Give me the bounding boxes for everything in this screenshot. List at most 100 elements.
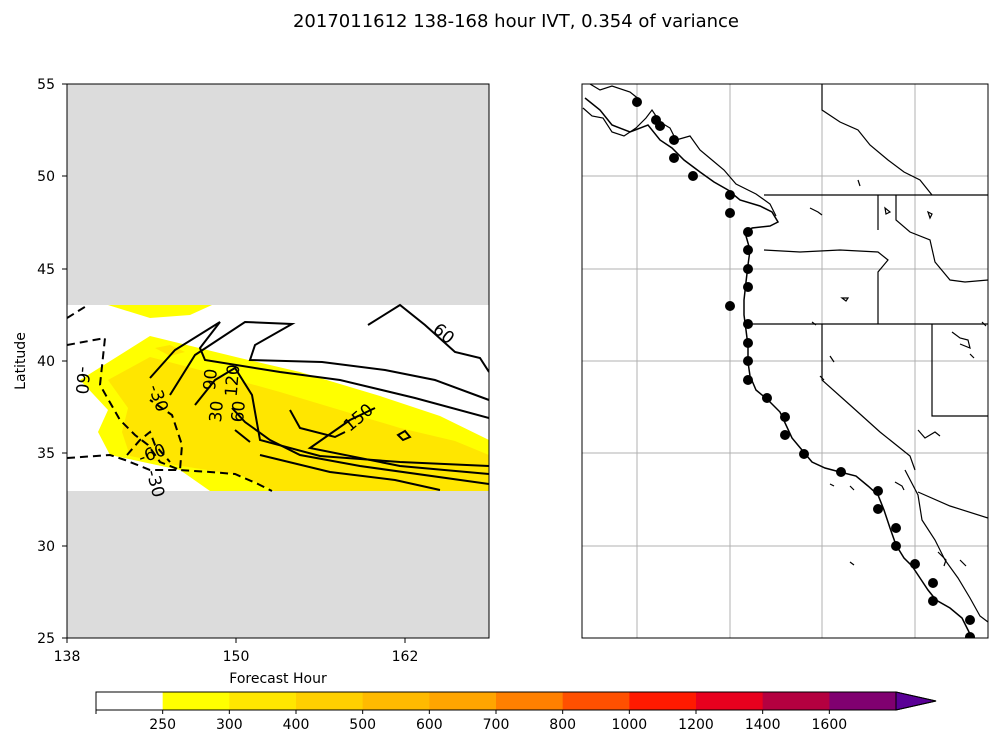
y-axis-label: Latitude [13,332,29,390]
colorbar-cell [162,692,230,710]
colorbar-tick-label: 250 [149,717,176,733]
island [951,331,971,349]
contour-label: -60 [71,366,93,395]
state-border [763,249,889,324]
state-border [821,324,916,471]
canada-province-border [821,84,933,196]
colorbar-cell [429,692,497,710]
station-marker [725,301,735,311]
contour-line-150 [289,409,346,439]
station-marker [799,449,809,459]
colorbar-cell [296,692,364,710]
coastline [904,469,988,623]
station-marker [910,559,920,569]
station-marker [836,467,846,477]
no-data-north [67,84,489,305]
contour-line-120 [194,366,489,467]
colorbar-cell [829,692,897,710]
colorbar-tick-label: 600 [416,717,443,733]
station-marker [743,375,753,385]
island [829,483,835,487]
island [857,179,861,187]
no-data-south [67,491,489,638]
colorbar-tick-label: 500 [349,717,376,733]
station-marker [873,486,883,496]
colorbar-tick-label: 400 [283,717,310,733]
negative-contours [67,304,273,492]
station-marker [743,264,753,274]
island [840,297,850,302]
colorbar-cell [562,692,630,710]
station-marker [655,121,665,131]
colorbar-tick-label: 1200 [678,717,714,733]
coastline [582,107,777,217]
ivt-fill-250 [108,305,212,318]
x-axis: 138 150 162 Forecast Hour [54,638,418,687]
colorbar-cell [229,692,297,710]
contour-label: 90 [200,368,222,391]
contour-label: 60 [228,400,250,423]
y-tick-label: 25 [37,631,55,647]
island [849,485,855,491]
colorbar-cell [496,692,564,710]
colorbar-cells [96,692,897,710]
colorbar-extend-arrow [895,691,937,711]
station-marker [891,523,901,533]
coastline [917,429,941,439]
y-tick-label: 35 [37,446,55,462]
contour-line-neg60 [126,430,171,463]
x-axis-label: Forecast Hour [229,671,327,687]
contour-label: 120 [222,364,245,398]
y-tick-label: 50 [37,169,55,185]
island [959,559,967,567]
positive-contours [149,303,489,491]
y-tick-label: 45 [37,262,55,278]
colorbar-tick-label: 300 [216,717,243,733]
station-marker [688,171,698,181]
contour-line-neg30 [67,453,273,492]
contour-line-150 [396,429,412,442]
station-marker [928,596,938,606]
ivt-fill-300 [155,345,185,356]
island [926,210,933,220]
station-marker [743,245,753,255]
station-marker [743,356,753,366]
y-tick-label: 55 [37,77,55,93]
contour-line-150 [307,407,489,475]
coastline [589,84,641,101]
colorbar-cell [696,692,764,710]
station-marker [743,319,753,329]
contour-line-neg60 [67,304,89,319]
station-marker [743,227,753,237]
station-marker [965,615,975,625]
right-axes-frame [581,83,989,639]
station-marker [743,338,753,348]
colorbar-tick-label: 1400 [745,717,781,733]
map-gridlines [582,84,988,638]
contour-line-neg60 [67,336,184,472]
island [937,551,947,567]
station-marker [891,541,901,551]
ivt-contour-panel: 60 30 120 90 60 150 -60 -30 -60 -30 55 [13,77,490,687]
borders [746,84,988,519]
contour-label: 30 [206,400,228,423]
island [884,206,892,215]
station-marker [725,208,735,218]
contour-line-90 [169,320,489,401]
station-marker [873,504,883,514]
contour-line-60 [149,321,489,419]
station-marker [725,190,735,200]
panel-plot-area: 60 30 120 90 60 150 -60 -30 -60 -30 [67,84,489,638]
y-tick-label: 30 [37,539,55,555]
station-markers [632,97,975,638]
colorbar-cell [362,692,430,710]
colorbar-tick-label: 700 [483,717,510,733]
station-marker [669,153,679,163]
y-axis: 55 50 45 40 35 30 25 Latitude [13,77,67,647]
station-marker [965,632,975,638]
island [894,481,905,491]
coastline [584,97,973,638]
contour-line-150 [231,407,489,485]
island [829,355,835,363]
